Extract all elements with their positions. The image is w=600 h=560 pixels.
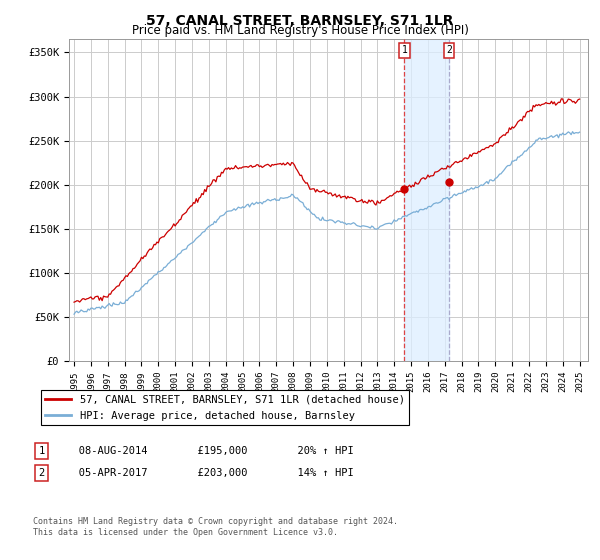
Legend: 57, CANAL STREET, BARNSLEY, S71 1LR (detached house), HPI: Average price, detach: 57, CANAL STREET, BARNSLEY, S71 1LR (det… [41,390,409,424]
Text: 2: 2 [446,45,452,55]
Text: 1: 1 [38,446,44,456]
Text: 1: 1 [401,45,407,55]
Bar [404,39,449,361]
Text: This data is licensed under the Open Government Licence v3.0.: This data is licensed under the Open Gov… [33,528,338,537]
Text: 05-APR-2017        £203,000        14% ↑ HPI: 05-APR-2017 £203,000 14% ↑ HPI [60,468,354,478]
Text: 57, CANAL STREET, BARNSLEY, S71 1LR: 57, CANAL STREET, BARNSLEY, S71 1LR [146,14,454,28]
Text: 08-AUG-2014        £195,000        20% ↑ HPI: 08-AUG-2014 £195,000 20% ↑ HPI [60,446,354,456]
Text: Price paid vs. HM Land Registry's House Price Index (HPI): Price paid vs. HM Land Registry's House … [131,24,469,36]
Text: Contains HM Land Registry data © Crown copyright and database right 2024.: Contains HM Land Registry data © Crown c… [33,516,398,526]
Text: 2: 2 [38,468,44,478]
